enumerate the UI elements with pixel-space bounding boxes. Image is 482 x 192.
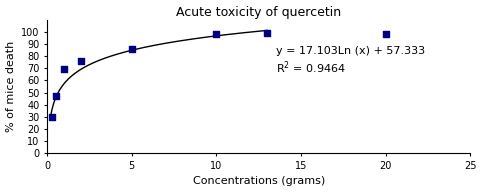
Text: y = 17.103Ln (x) + 57.333
R$^2$ = 0.9464: y = 17.103Ln (x) + 57.333 R$^2$ = 0.9464 <box>276 46 425 76</box>
Title: Acute toxicity of quercetin: Acute toxicity of quercetin <box>176 6 341 19</box>
Point <box>48 115 56 118</box>
Point <box>382 33 389 36</box>
Point <box>77 60 85 63</box>
Y-axis label: % of mice death: % of mice death <box>6 41 15 132</box>
X-axis label: Concentrations (grams): Concentrations (grams) <box>192 176 325 186</box>
Point <box>60 68 68 71</box>
Point <box>213 33 220 36</box>
Point <box>52 95 59 98</box>
Point <box>128 47 135 50</box>
Point <box>263 31 271 35</box>
